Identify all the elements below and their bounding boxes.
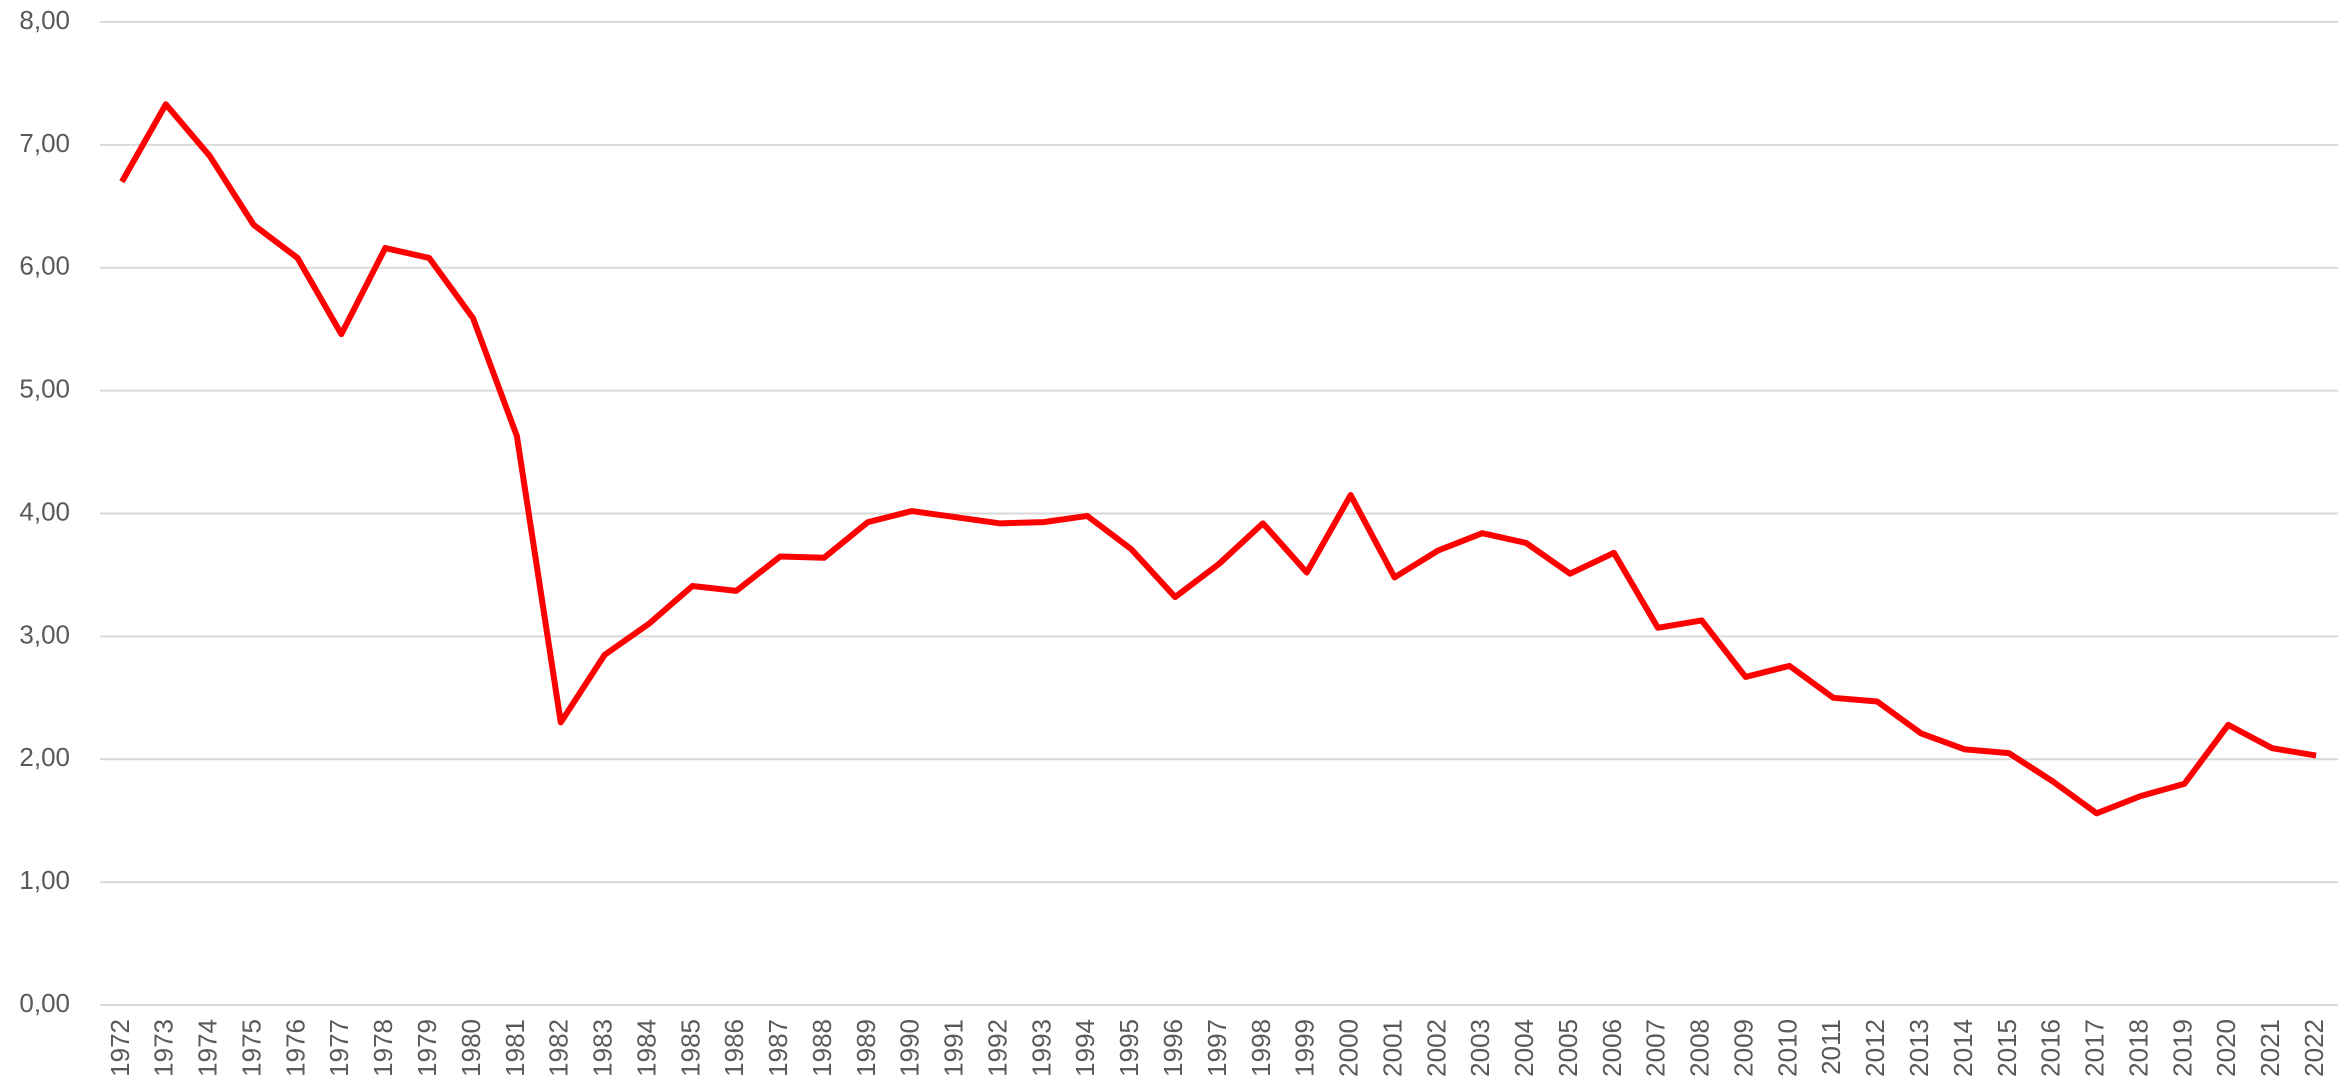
x-tick-label: 2010 [1772,1019,1802,1077]
x-tick-label: 1995 [1114,1019,1144,1077]
x-tick-label: 2000 [1334,1019,1364,1077]
x-tick-label: 1987 [763,1019,793,1077]
x-tick-label: 2009 [1728,1019,1758,1077]
x-tick-label: 1991 [939,1019,969,1077]
x-tick-label: 2003 [1465,1019,1495,1077]
x-tick-label: 2016 [2036,1019,2066,1077]
y-tick-label: 0,00 [19,988,70,1018]
x-tick-label: 2011 [1816,1019,1846,1075]
x-tick-label: 2021 [2255,1019,2285,1077]
x-tick-label: 1983 [588,1019,618,1077]
x-tick-label: 1985 [675,1019,705,1077]
data-line [119,101,2317,817]
x-tick-label: 1984 [631,1019,661,1077]
x-tick-label: 2019 [2167,1019,2197,1077]
x-tick-label: 1981 [500,1019,530,1077]
x-tick-label: 1992 [982,1019,1012,1077]
x-tick-label: 1972 [105,1019,135,1077]
x-tick-label: 1978 [368,1019,398,1077]
x-tick-label: 2017 [2080,1019,2110,1077]
x-tick-label: 1994 [1070,1019,1100,1077]
y-tick-label: 3,00 [19,619,70,649]
y-tick-label: 1,00 [19,865,70,895]
x-tick-label: 1990 [895,1019,925,1077]
y-tick-label: 8,00 [19,5,70,35]
x-tick-label: 2008 [1685,1019,1715,1077]
x-tick-label: 1989 [851,1019,881,1077]
y-tick-label: 6,00 [19,251,70,281]
x-tick-label: 1976 [280,1019,310,1077]
x-tick-label: 1996 [1158,1019,1188,1077]
x-tick-label: 2015 [1992,1019,2022,1077]
x-tick-label: 1997 [1202,1019,1232,1077]
x-tick-label: 1986 [719,1019,749,1077]
x-tick-label: 2018 [2123,1019,2153,1077]
x-tick-label: 2004 [1509,1019,1539,1077]
x-tick-label: 1980 [456,1019,486,1077]
x-tick-label: 1988 [807,1019,837,1077]
x-tick-label: 2005 [1553,1019,1583,1077]
y-tick-label: 4,00 [19,496,70,526]
x-tick-label: 2007 [1641,1019,1671,1077]
x-tick-label: 1998 [1246,1019,1276,1077]
x-tick-label: 2012 [1860,1019,1890,1077]
x-tick-label: 1973 [149,1019,179,1077]
x-tick-label: 1977 [324,1019,354,1077]
x-tick-label: 2013 [1904,1019,1934,1077]
x-tick-label: 2022 [2299,1019,2329,1077]
x-tick-label: 2020 [2211,1019,2241,1077]
x-tick-label: 2002 [1421,1019,1451,1077]
x-tick-label: 2014 [1948,1019,1978,1077]
x-tick-label: 1975 [236,1019,266,1077]
x-tick-label: 1974 [193,1019,223,1077]
y-tick-label: 5,00 [19,374,70,404]
y-tick-label: 2,00 [19,742,70,772]
x-tick-label: 1982 [544,1019,574,1077]
x-tick-label: 1979 [412,1019,442,1077]
x-tick-label: 1999 [1290,1019,1320,1077]
y-tick-label: 7,00 [19,128,70,158]
x-tick-label: 2001 [1377,1019,1407,1077]
x-tick-label: 1993 [1026,1019,1056,1077]
x-tick-label: 2006 [1597,1019,1627,1077]
